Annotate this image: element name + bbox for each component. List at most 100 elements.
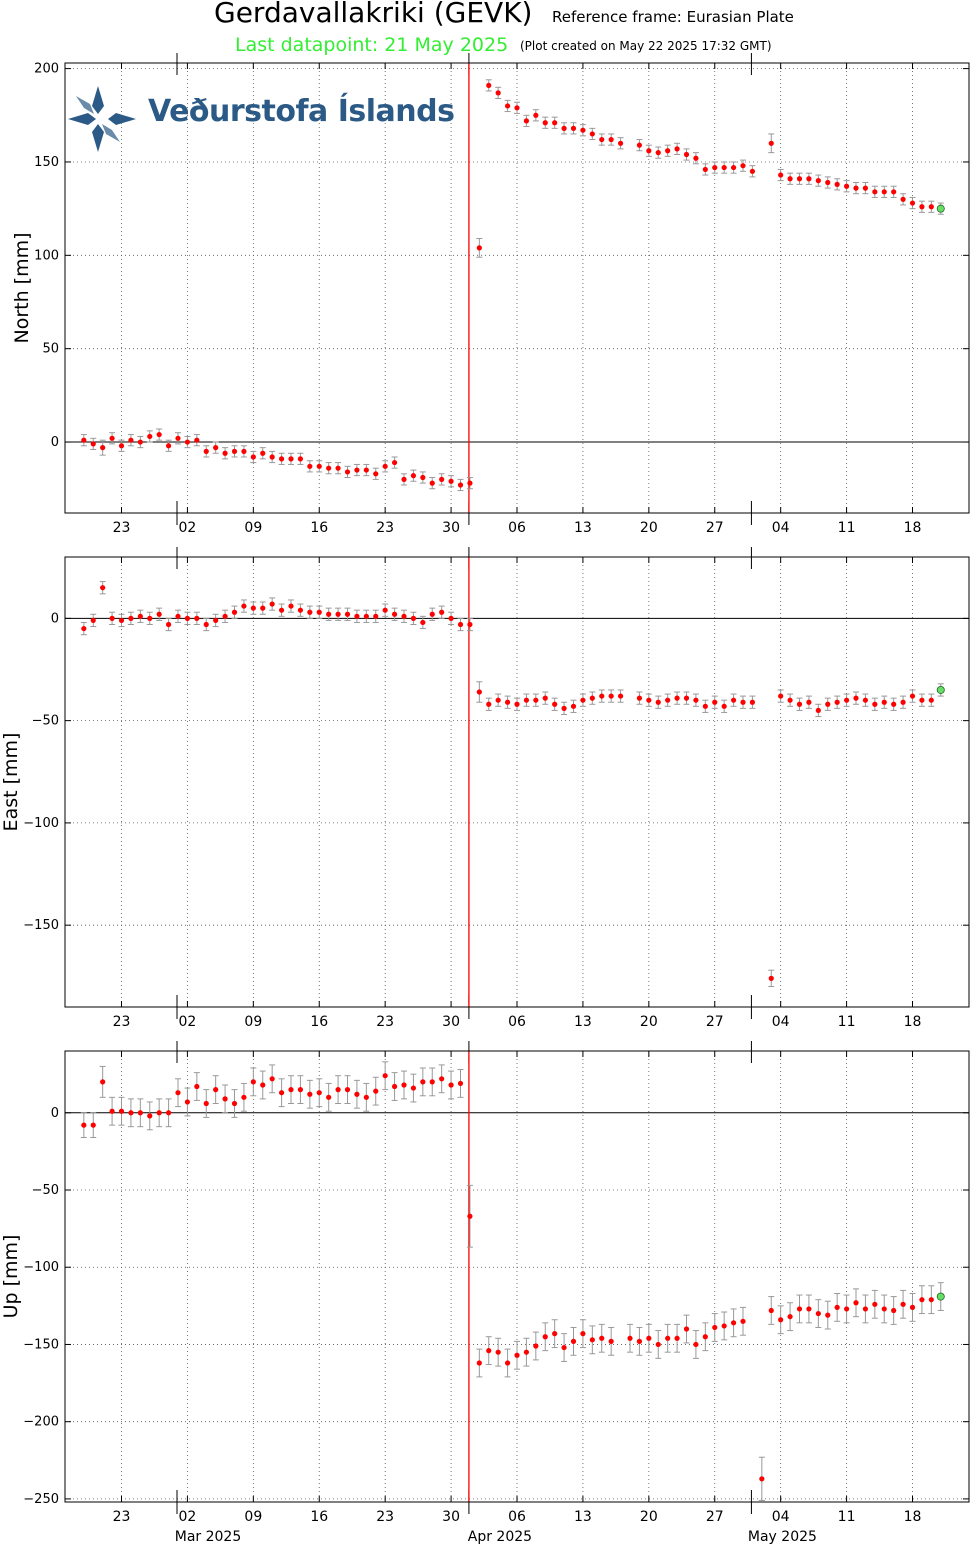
- data-point: [504, 1360, 511, 1366]
- x-tick-label: 30: [442, 520, 460, 536]
- x-tick-label: 20: [640, 1014, 658, 1030]
- x-tick-label: 11: [838, 1509, 856, 1525]
- data-point: [853, 695, 859, 701]
- data-point: [891, 1307, 897, 1314]
- data-point: [523, 118, 530, 124]
- data-point: [250, 605, 256, 611]
- data-point: [175, 435, 181, 441]
- data-point: [693, 155, 699, 161]
- x-tick-label: 11: [838, 520, 856, 536]
- data-point: [683, 1326, 690, 1332]
- data-point: [344, 611, 351, 617]
- data-point: [194, 1083, 200, 1090]
- data-point: [627, 1335, 633, 1341]
- data-point: [269, 454, 275, 460]
- data-point: [825, 701, 831, 707]
- data-point: [213, 445, 219, 451]
- data-point: [655, 1341, 661, 1348]
- data-point: [260, 450, 266, 456]
- data-point: [231, 1100, 238, 1107]
- x-tick-label: 02: [179, 520, 197, 536]
- data-point: [467, 621, 473, 628]
- data-point: [900, 1301, 906, 1307]
- data-point: [891, 701, 897, 707]
- data-point: [373, 471, 379, 477]
- data-point: [919, 204, 925, 210]
- x-tick-label: 27: [706, 520, 724, 536]
- data-point: [815, 1310, 821, 1317]
- x-tick-label: 04: [772, 520, 790, 536]
- data-point: [523, 1349, 530, 1355]
- data-point: [834, 1304, 840, 1310]
- x-tick-label: 18: [904, 520, 922, 536]
- data-point: [796, 1306, 803, 1312]
- data-point: [552, 701, 558, 707]
- data-point: [100, 1079, 106, 1085]
- data-point: [504, 103, 511, 109]
- data-point: [354, 1091, 360, 1097]
- data-point: [147, 1113, 153, 1119]
- data-point: [410, 473, 417, 479]
- data-point: [749, 168, 756, 174]
- data-point: [213, 1087, 219, 1093]
- data-point: [749, 699, 756, 705]
- data-point: [382, 463, 388, 469]
- data-point: [796, 701, 803, 707]
- data-point: [665, 1335, 671, 1341]
- data-point: [853, 1300, 859, 1306]
- data-point: [90, 617, 96, 624]
- plot-frame: [64, 556, 970, 1008]
- x-tick-label: 06: [508, 520, 526, 536]
- data-point: [90, 441, 96, 447]
- data-point: [476, 1360, 482, 1366]
- data-point: [674, 1335, 680, 1341]
- data-point: [608, 1338, 614, 1344]
- data-point: [382, 1073, 388, 1079]
- data-point: [326, 611, 332, 617]
- data-point: [928, 204, 934, 210]
- data-point: [721, 164, 727, 171]
- x-tick-label: 23: [376, 1014, 394, 1030]
- data-point: [712, 164, 718, 171]
- data-point: [260, 1082, 266, 1088]
- data-point: [373, 613, 379, 619]
- data-point: [674, 695, 680, 701]
- y-axis-label: East [mm]: [0, 733, 22, 832]
- y-tick-label: −50: [32, 714, 59, 729]
- data-point: [834, 699, 840, 705]
- data-point: [872, 189, 878, 195]
- x-tick-label: 23: [113, 1014, 131, 1030]
- data-point: [109, 1108, 115, 1114]
- data-point: [533, 1343, 539, 1349]
- data-point: [420, 1079, 426, 1085]
- data-point: [165, 443, 172, 449]
- data-point: [862, 1306, 869, 1312]
- data-point: [213, 617, 219, 624]
- data-point: [504, 699, 511, 705]
- last-datapoint-label: Last datapoint: 21 May 2025: [235, 34, 509, 56]
- data-point: [589, 131, 595, 137]
- data-point: [165, 621, 172, 628]
- data-point: [768, 975, 774, 981]
- y-tick-label: 200: [34, 62, 59, 77]
- data-point: [118, 443, 125, 449]
- data-point: [175, 613, 181, 619]
- x-tick-label: 23: [113, 1509, 131, 1525]
- data-point: [307, 1091, 313, 1097]
- data-point: [533, 112, 539, 118]
- data-point: [730, 1320, 737, 1326]
- y-tick-label: −250: [23, 1492, 59, 1507]
- data-point: [363, 467, 369, 473]
- data-point: [928, 697, 934, 703]
- data-point: [203, 1100, 209, 1107]
- data-point: [269, 601, 275, 607]
- data-point: [100, 445, 106, 451]
- data-point: [288, 456, 294, 462]
- data-point: [608, 136, 614, 143]
- data-point: [203, 621, 209, 628]
- data-point: [457, 1080, 464, 1087]
- data-point: [410, 1085, 417, 1091]
- y-tick-label: 0: [51, 611, 59, 626]
- x-tick-label: 04: [772, 1014, 790, 1030]
